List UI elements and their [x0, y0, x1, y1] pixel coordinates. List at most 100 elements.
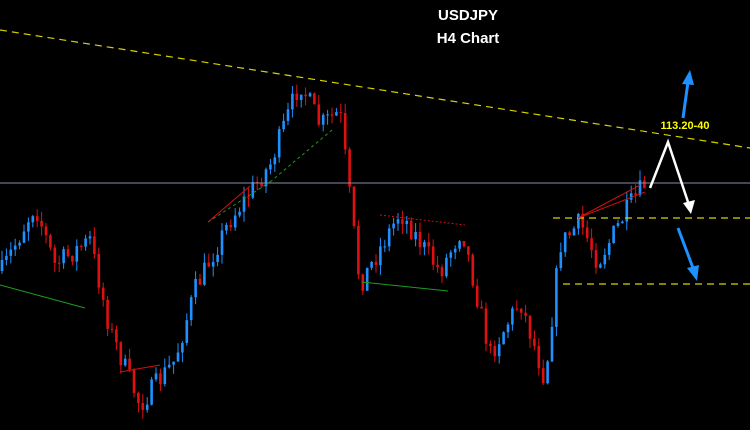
candle-body: [603, 254, 607, 265]
candle-body: [506, 324, 510, 333]
candle-body: [110, 328, 114, 330]
candle-body: [515, 308, 519, 310]
candle-body: [75, 245, 79, 262]
candle-body: [242, 196, 246, 212]
candle-body: [537, 346, 541, 369]
candle-body: [634, 193, 637, 196]
candle-body: [467, 246, 470, 255]
candles: [0, 84, 646, 419]
candle-body: [374, 261, 378, 266]
candle-body: [458, 241, 461, 249]
candle-body: [260, 182, 263, 187]
candle-body: [216, 254, 219, 263]
candle-body: [159, 373, 162, 385]
arrow-down: [676, 227, 699, 281]
candle-body: [343, 112, 347, 150]
candle-body: [541, 368, 545, 384]
trend-line: [0, 29, 750, 149]
candle-body: [176, 352, 180, 362]
candle-body: [471, 254, 475, 286]
candle-body: [546, 361, 549, 384]
candle-body: [625, 199, 629, 222]
candle-body: [71, 255, 74, 262]
candle-body: [511, 308, 514, 325]
candle-body: [445, 257, 448, 277]
candle-body: [211, 262, 215, 267]
candle-body: [97, 253, 101, 288]
candle-body: [590, 238, 593, 251]
candle-body: [167, 364, 171, 368]
candle-body: [79, 245, 83, 247]
candle-body: [181, 342, 184, 353]
candle-body: [348, 149, 351, 187]
channel-line: [361, 281, 449, 292]
candle-body: [594, 250, 598, 268]
candle-body: [203, 262, 206, 285]
candle-body: [185, 320, 189, 343]
channel-line: [0, 284, 86, 309]
channel-line: [207, 181, 271, 223]
candle-body: [150, 379, 153, 405]
candle-body: [93, 236, 96, 254]
candle-body: [396, 219, 400, 224]
candle-body: [101, 287, 105, 300]
candle-body: [141, 403, 145, 410]
candle-body: [84, 238, 87, 247]
candle-body: [172, 361, 175, 365]
candle-body: [352, 186, 356, 226]
price-target-label: 113.20-40: [661, 120, 710, 132]
candle-body: [638, 180, 642, 196]
candle-body: [524, 312, 527, 316]
candle-body: [612, 225, 615, 244]
candle-body: [365, 267, 369, 291]
candle-body: [563, 232, 567, 253]
candle-body: [330, 114, 334, 116]
candle-body: [335, 112, 338, 116]
candle-body: [119, 342, 123, 366]
candle-body: [5, 255, 8, 261]
candle-body: [555, 268, 558, 327]
candle-body: [27, 222, 30, 232]
candle-body: [137, 392, 140, 404]
candle-body: [489, 343, 492, 347]
candle-body: [502, 332, 505, 345]
candle-body: [115, 329, 118, 343]
candle-body: [233, 215, 237, 228]
candle-body: [198, 278, 202, 285]
candle-body: [189, 297, 193, 321]
candle-body: [418, 231, 422, 248]
candle-body: [251, 182, 255, 198]
candle-body: [286, 109, 290, 121]
candle-body: [313, 93, 316, 105]
candle-body: [409, 220, 413, 240]
candle-body: [629, 193, 633, 200]
candle-body: [132, 369, 136, 393]
candle-body: [238, 211, 241, 216]
candle-body: [480, 306, 483, 309]
candle-body: [247, 196, 250, 198]
candle-body: [66, 249, 70, 256]
candle-body: [123, 358, 127, 366]
candle-body: [53, 247, 57, 263]
candle-body: [405, 220, 409, 225]
candle-body: [145, 404, 149, 410]
candle-body: [31, 216, 35, 223]
candle-body: [273, 157, 277, 165]
candle-body: [269, 164, 272, 170]
candle-body: [57, 262, 61, 264]
candle-body: [436, 264, 439, 268]
candle-body: [264, 169, 268, 187]
candle-body: [401, 219, 404, 225]
candle-body: [0, 260, 4, 271]
candle-body: [392, 223, 395, 229]
candle-body: [423, 242, 426, 248]
candle-body: [88, 236, 92, 239]
candle-body: [357, 225, 360, 275]
candle-body: [317, 104, 321, 125]
candle-body: [370, 261, 373, 268]
candle-body: [607, 243, 611, 255]
candle-body: [220, 230, 224, 255]
